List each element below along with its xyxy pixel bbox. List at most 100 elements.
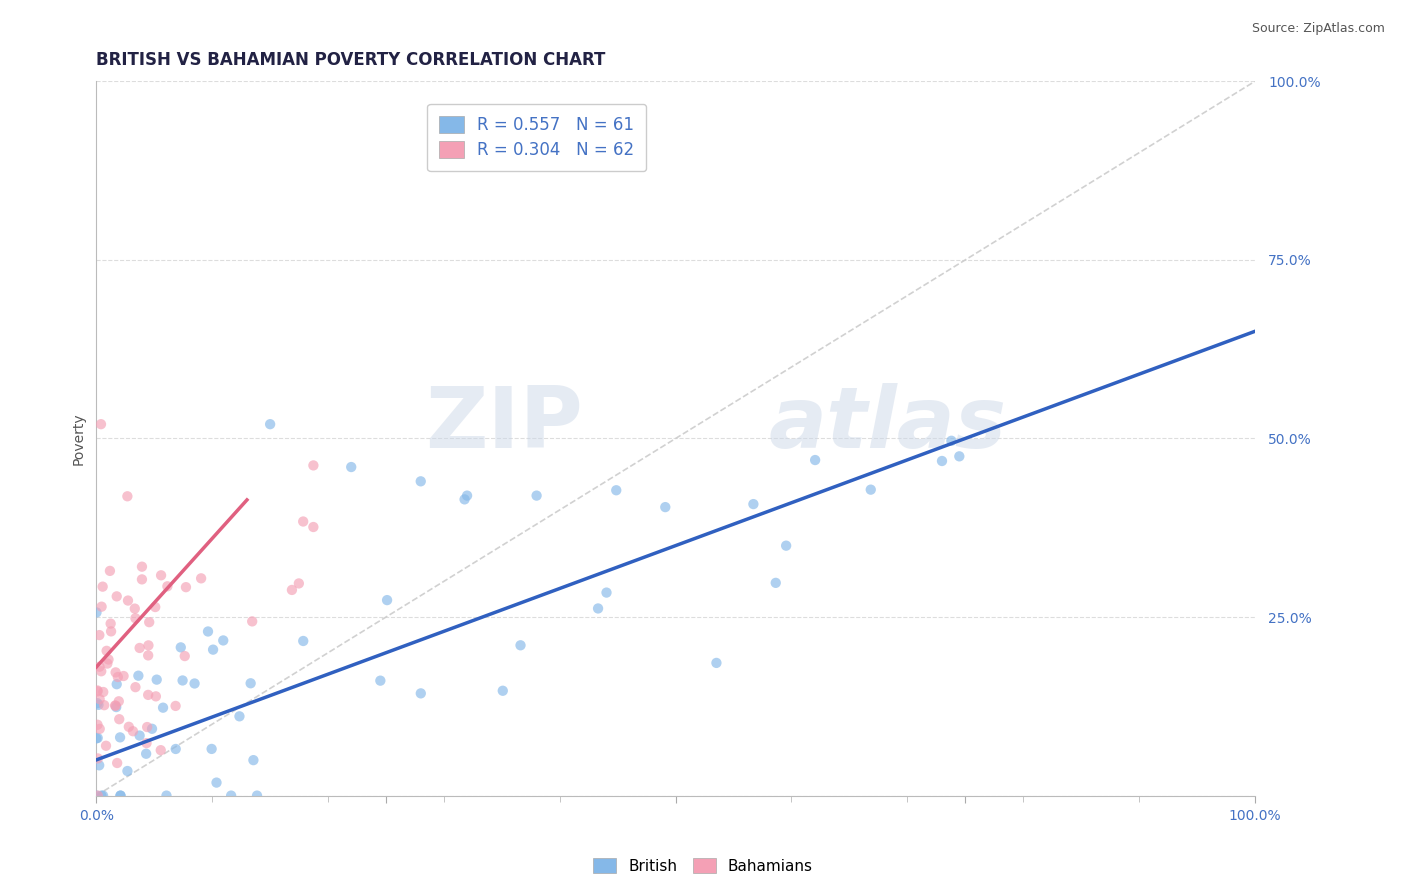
Point: [931, 454, 953, 468]
Point: [156, 579, 179, 593]
Point: [292, 515, 315, 529]
Point: [90, 417, 112, 432]
Point: [86, 684, 108, 698]
Point: [173, 649, 195, 664]
Point: [509, 638, 531, 652]
Point: [155, 789, 177, 803]
Point: [87, 751, 110, 765]
Point: [117, 764, 139, 778]
Point: [302, 520, 325, 534]
Point: [128, 729, 150, 743]
Point: [409, 686, 432, 700]
Point: [117, 489, 139, 503]
Point: [86, 718, 108, 732]
Point: [87, 698, 110, 712]
Legend: R = 0.557   N = 61, R = 0.304   N = 62: R = 0.557 N = 61, R = 0.304 N = 62: [427, 104, 645, 171]
Point: [128, 640, 150, 655]
Point: [219, 789, 242, 803]
Point: [138, 639, 160, 653]
Point: [86, 789, 108, 803]
Point: [87, 789, 110, 803]
Point: [96, 657, 118, 671]
Text: Source: ZipAtlas.com: Source: ZipAtlas.com: [1251, 22, 1385, 36]
Point: [202, 642, 225, 657]
Point: [409, 475, 432, 489]
Point: [292, 634, 315, 648]
Point: [804, 453, 827, 467]
Point: [91, 789, 114, 803]
Point: [93, 698, 115, 713]
Point: [108, 731, 131, 745]
Point: [152, 700, 174, 714]
Point: [136, 688, 159, 702]
Point: [107, 670, 129, 684]
Point: [112, 669, 135, 683]
Point: [859, 483, 882, 497]
Point: [124, 680, 146, 694]
Point: [605, 483, 627, 498]
Point: [86, 606, 108, 620]
Point: [595, 585, 617, 599]
Point: [90, 789, 112, 803]
Point: [136, 648, 159, 663]
Point: [110, 789, 132, 803]
Point: [100, 624, 122, 639]
Point: [124, 601, 146, 615]
Point: [86, 683, 108, 698]
Point: [97, 652, 120, 666]
Point: [190, 571, 212, 585]
Point: [775, 539, 797, 553]
Point: [654, 500, 676, 515]
Point: [96, 644, 118, 658]
Point: [174, 580, 197, 594]
Point: [131, 573, 153, 587]
Point: [108, 712, 131, 726]
Point: [242, 753, 264, 767]
Point: [143, 600, 166, 615]
Point: [135, 736, 157, 750]
Point: [141, 722, 163, 736]
Point: [91, 685, 114, 699]
Point: [127, 668, 149, 682]
Point: [246, 789, 269, 803]
Point: [104, 698, 127, 713]
Point: [948, 450, 970, 464]
Point: [941, 434, 963, 448]
Point: [492, 683, 515, 698]
Point: [86, 731, 108, 746]
Point: [375, 593, 398, 607]
Point: [170, 640, 193, 655]
Point: [110, 789, 132, 803]
Point: [201, 742, 224, 756]
Point: [150, 568, 173, 582]
Point: [89, 758, 111, 772]
Point: [89, 722, 111, 736]
Point: [104, 665, 127, 680]
Point: [136, 720, 159, 734]
Point: [453, 492, 475, 507]
Point: [89, 659, 111, 673]
Point: [259, 417, 281, 432]
Point: [149, 743, 172, 757]
Point: [118, 720, 141, 734]
Point: [86, 731, 108, 745]
Point: [526, 489, 548, 503]
Point: [586, 601, 609, 615]
Point: [205, 775, 228, 789]
Point: [105, 590, 128, 604]
Point: [370, 673, 392, 688]
Point: [100, 616, 122, 631]
Point: [105, 756, 128, 770]
Point: [165, 698, 187, 713]
Point: [91, 580, 114, 594]
Point: [239, 676, 262, 690]
Point: [288, 576, 311, 591]
Point: [90, 599, 112, 614]
Point: [742, 497, 765, 511]
Point: [138, 615, 160, 630]
Point: [165, 742, 187, 756]
Point: [107, 694, 129, 708]
Point: [302, 458, 325, 473]
Point: [212, 633, 235, 648]
Point: [228, 709, 250, 723]
